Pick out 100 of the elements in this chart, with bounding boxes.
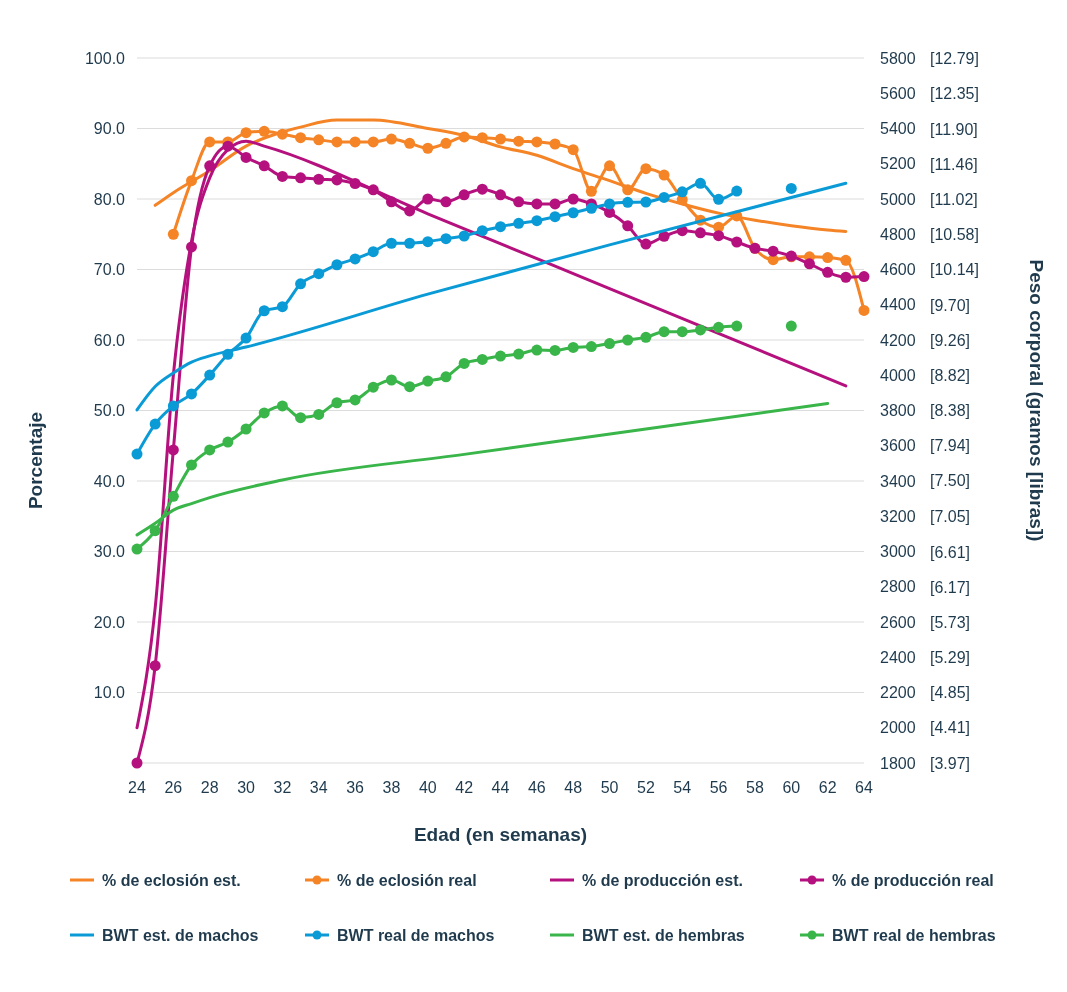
point [476, 132, 488, 144]
point [313, 408, 325, 420]
y2-tick-label: 3400 [880, 472, 916, 490]
y2-tick-label: 4800 [880, 225, 916, 243]
point [222, 348, 234, 360]
point [422, 142, 434, 154]
point [331, 136, 343, 148]
point [458, 189, 470, 201]
y2-tick-label: 3800 [880, 402, 916, 420]
point [513, 348, 525, 360]
point [622, 196, 634, 208]
x-tick-label: 30 [237, 779, 256, 796]
point [858, 304, 870, 316]
y3-tick-label: [11.02] [930, 191, 978, 209]
point [222, 140, 234, 152]
y2-tick-label: 2200 [880, 684, 916, 702]
point [204, 136, 216, 148]
point [531, 344, 543, 356]
point [167, 444, 179, 456]
point [549, 211, 561, 223]
y2-tick-label: 2000 [880, 719, 916, 737]
point [640, 163, 652, 175]
point [549, 198, 561, 210]
point [331, 259, 343, 271]
point [622, 184, 634, 196]
y3-tick-label: [7.94] [930, 437, 971, 455]
point [476, 183, 488, 195]
y3-tick-label: [3.97] [930, 754, 971, 772]
point [840, 254, 852, 266]
point [513, 135, 525, 147]
point [495, 350, 506, 362]
y3-tick-label: [8.38] [930, 402, 971, 420]
y2-tick-label: 4000 [880, 366, 916, 384]
y-tick-label: 30.0 [93, 543, 126, 561]
point [404, 237, 416, 249]
point [731, 185, 743, 197]
point [167, 400, 179, 412]
point [349, 136, 361, 148]
x-tick-label: 52 [637, 779, 655, 796]
point [495, 133, 506, 145]
point [731, 236, 743, 248]
point [822, 252, 834, 264]
point [585, 202, 597, 214]
x-tick-label: 48 [564, 779, 583, 796]
point [640, 331, 652, 343]
x-tick-label: 62 [818, 779, 837, 796]
point [258, 407, 270, 419]
legend-label: BWT real de machos [337, 926, 495, 944]
point [186, 459, 198, 471]
point [404, 381, 416, 393]
x-tick-label: 64 [855, 779, 873, 796]
point [186, 388, 198, 400]
point [276, 170, 288, 182]
x-tick-label: 34 [309, 779, 328, 796]
y-tick-label: 60.0 [93, 331, 126, 349]
point [458, 230, 470, 242]
point [658, 169, 670, 181]
x-tick-label: 26 [164, 779, 183, 796]
legend-label: BWT real de hembras [832, 926, 996, 944]
y2-tick-label: 2800 [880, 578, 916, 596]
point [404, 205, 416, 217]
point [767, 245, 779, 257]
point [567, 207, 579, 219]
point [585, 185, 597, 197]
point [731, 320, 743, 332]
point [531, 136, 543, 148]
point [440, 137, 452, 149]
point [803, 258, 815, 270]
point [276, 301, 288, 313]
point [513, 217, 525, 229]
point [258, 160, 270, 172]
point [676, 186, 688, 198]
point [186, 241, 198, 253]
x-tick-label: 32 [273, 779, 292, 796]
y3-tick-label: [6.61] [930, 543, 971, 561]
point [713, 193, 725, 205]
point [186, 175, 198, 187]
y3-tick-label: [12.79] [930, 49, 979, 67]
point [694, 227, 706, 239]
point [476, 225, 488, 237]
y2-tick-label: 4600 [880, 261, 916, 279]
y3-tick-label: [10.58] [930, 226, 979, 244]
y-tick-label: 50.0 [93, 402, 126, 420]
y2-tick-label: 4400 [880, 296, 916, 314]
y2-tick-label: 2600 [880, 613, 916, 631]
point [531, 198, 543, 210]
x-tick-label: 42 [455, 779, 474, 796]
y-tick-label: 70.0 [93, 261, 126, 279]
point [258, 305, 270, 317]
point [131, 543, 143, 555]
y2-tick-label: 3000 [880, 543, 916, 561]
point [295, 132, 307, 144]
point [313, 173, 325, 185]
x-tick-label: 58 [746, 779, 764, 796]
point [367, 136, 379, 148]
legend-label: % de eclosión est. [102, 871, 241, 889]
y2-tick-label: 3200 [880, 507, 916, 525]
point [694, 324, 706, 336]
y3-tick-label: [5.29] [930, 649, 971, 667]
point [149, 418, 161, 430]
